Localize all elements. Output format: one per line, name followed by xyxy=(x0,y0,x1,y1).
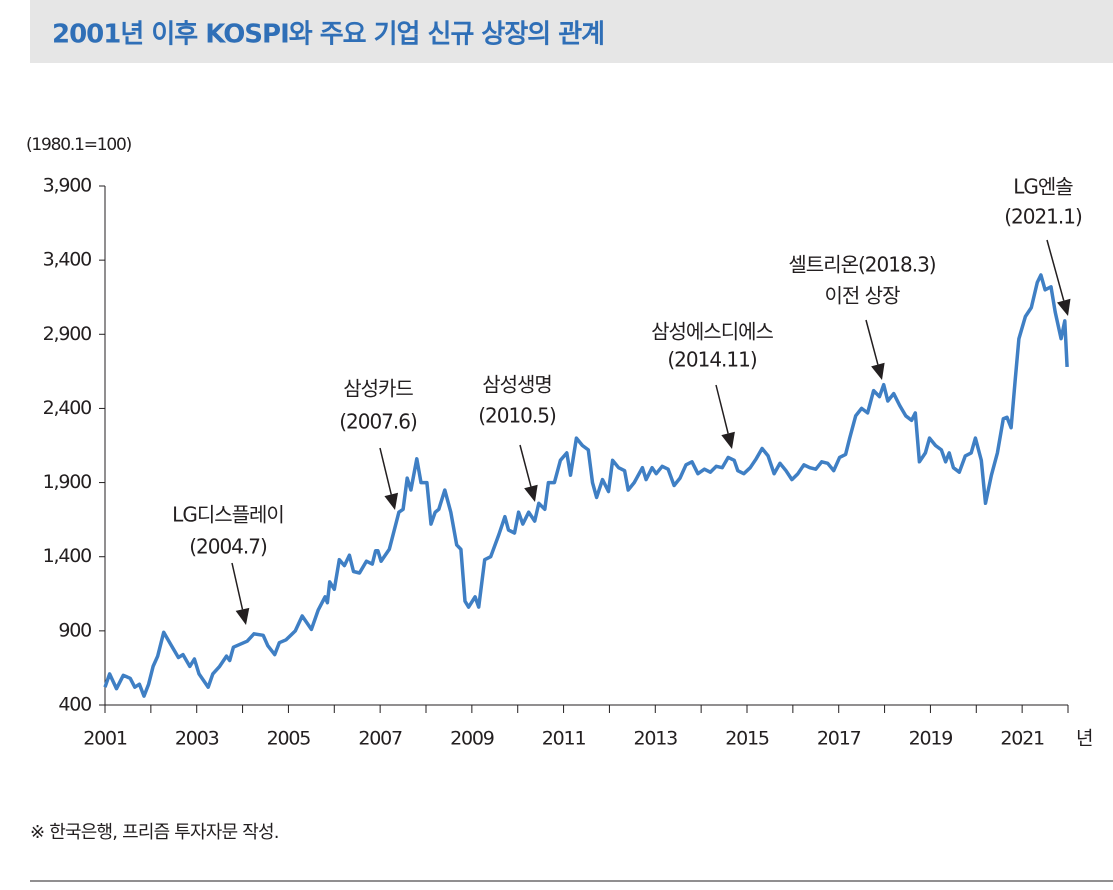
annotation-text: 삼성생명 xyxy=(482,373,552,397)
title-band xyxy=(30,0,1113,63)
y-unit: (1980.1=100) xyxy=(26,135,132,155)
x-tick-label: 2015 xyxy=(725,728,769,750)
annotation-text: 이전 상장 xyxy=(825,284,901,308)
annotation-arrow xyxy=(519,444,532,487)
y-tick-label: 1,900 xyxy=(43,471,92,493)
arrow-head xyxy=(524,484,538,502)
y-tick-label: 3,400 xyxy=(43,249,92,271)
annotation-text: (2021.1) xyxy=(1004,205,1082,229)
arrow-head xyxy=(1056,298,1071,316)
arrow-head xyxy=(384,492,399,510)
x-tick-label: 2005 xyxy=(267,728,311,750)
x-tick-label: 2021 xyxy=(1000,728,1044,750)
y-tick-label: 1,400 xyxy=(43,545,92,567)
x-tick-label: 2011 xyxy=(542,728,586,750)
chart-title: 2001년 이후 KOSPI와 주요 기업 신규 상장의 관계 xyxy=(52,20,604,50)
annotation-text: (2007.6) xyxy=(339,410,417,434)
x-tick-label: 2003 xyxy=(175,728,219,750)
annotation-text: LG디스플레이 xyxy=(172,503,284,527)
arrow-head xyxy=(721,431,735,449)
y-tick-label: 900 xyxy=(58,619,91,641)
annotation-arrow xyxy=(865,319,879,365)
annotation-text: 삼성에스디에스 xyxy=(651,320,773,344)
x-tick-label: 2013 xyxy=(634,728,678,750)
annotation-text: 셀트리온(2018.3) xyxy=(788,253,935,277)
annotation-text: 삼성카드 xyxy=(343,377,413,401)
x-tick-label: 2009 xyxy=(450,728,494,750)
arrow-head xyxy=(235,607,250,625)
y-tick-label: 3,900 xyxy=(43,175,92,197)
y-tick-label: 2,400 xyxy=(43,397,92,419)
x-tick-label: 2019 xyxy=(909,728,953,750)
annotation-text: (2004.7) xyxy=(189,535,267,559)
y-tick-label: 400 xyxy=(58,694,91,716)
arrow-head xyxy=(871,362,885,380)
x-tick-label: 2001 xyxy=(83,728,127,750)
y-tick-label: 2,900 xyxy=(43,323,92,345)
annotation-arrow xyxy=(379,447,392,495)
x-tick-label: 2007 xyxy=(358,728,402,750)
source-note: ※ 한국은행, 프리즘 투자자문 작성. xyxy=(30,822,279,843)
annotation-arrow xyxy=(231,562,244,610)
annotation-text: (2014.11) xyxy=(667,348,757,372)
kospi-line xyxy=(103,273,1069,698)
annotation-arrow xyxy=(715,384,729,434)
annotation-arrow xyxy=(1046,239,1065,301)
annotation-text: LG엔솔 xyxy=(1013,175,1073,199)
x-unit: 년 xyxy=(1076,728,1092,750)
x-tick-label: 2017 xyxy=(817,728,861,750)
annotation-text: (2010.5) xyxy=(478,404,556,428)
